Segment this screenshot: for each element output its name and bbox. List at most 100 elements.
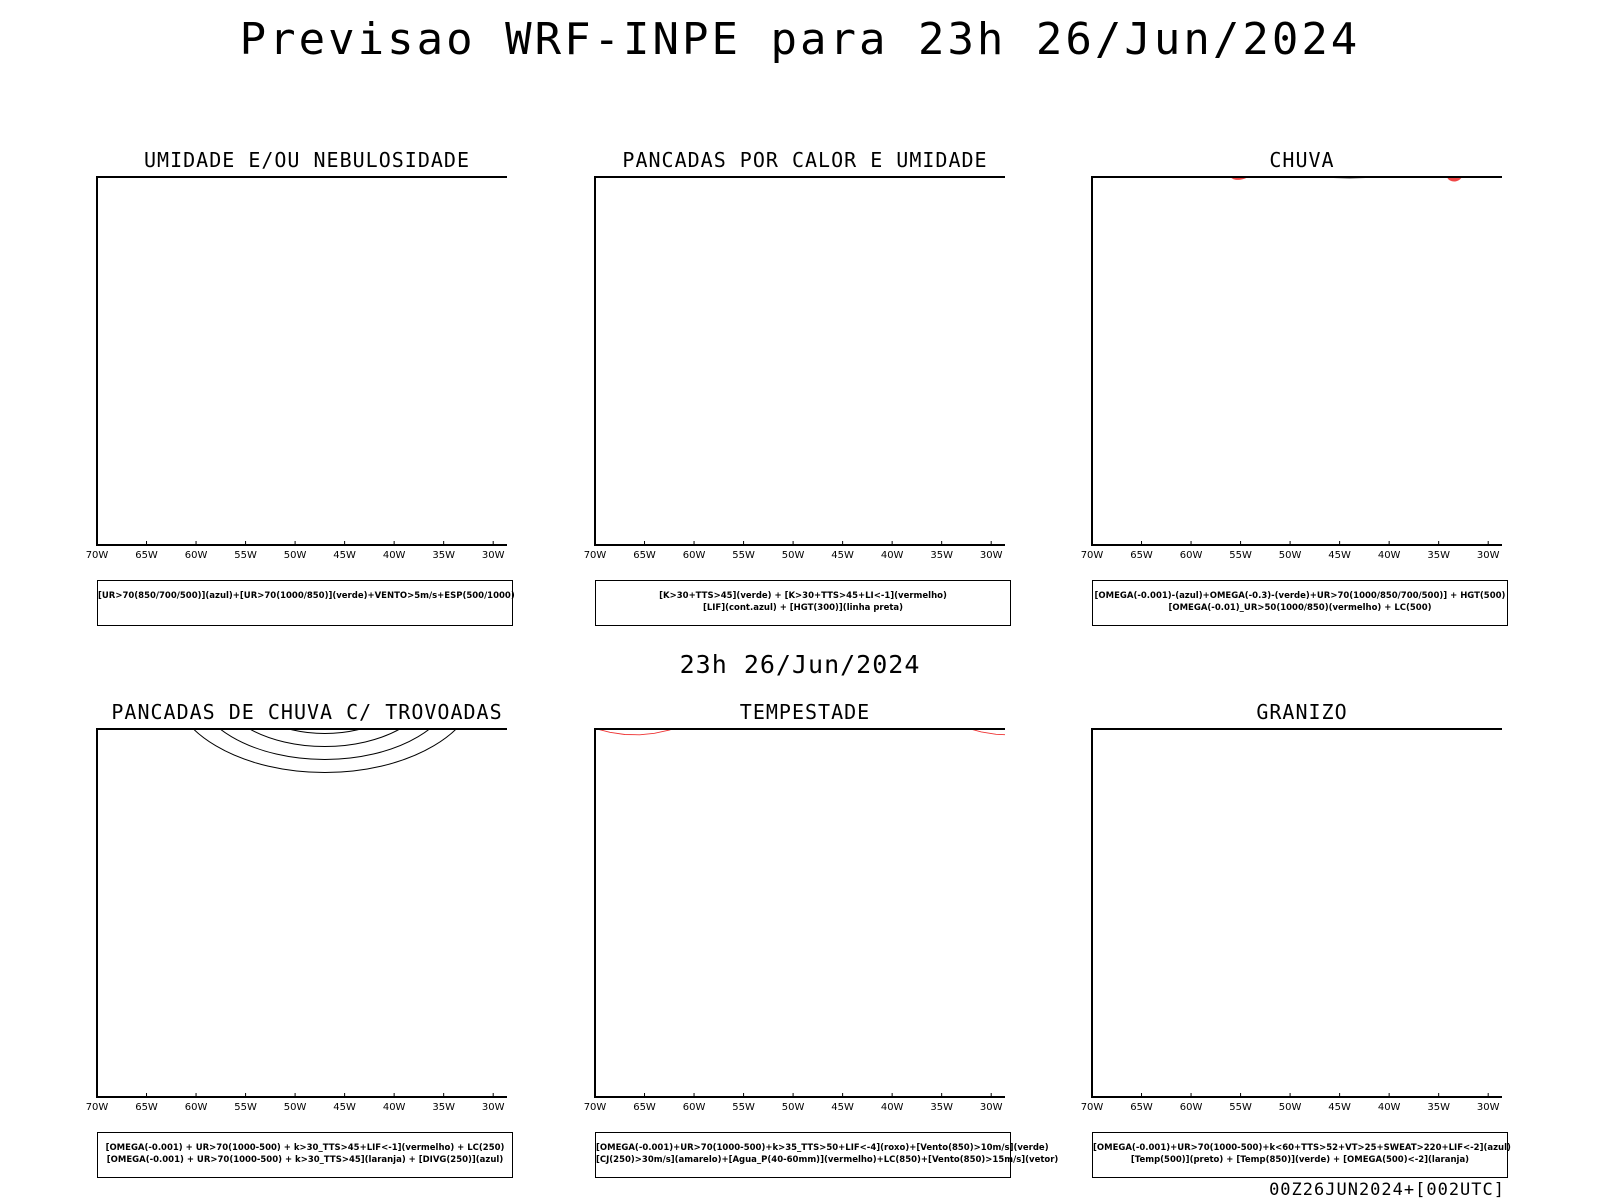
lon-tick-label: 40W [383,550,406,561]
lon-tick-label: 60W [683,550,706,561]
legend-line: [Temp(500)](preto) + [Temp(850)](verde) … [1130,1155,1470,1165]
lon-tick-label: 40W [881,1102,904,1113]
plot-border [594,176,1005,546]
legend-box: [UR>70(850/700/500)](azul)+[UR>70(1000/8… [97,580,515,626]
legend-line: [OMEGA(-0.01)_UR>50(1000/850)(vermelho) … [1168,603,1432,613]
lon-tick-label: 70W [1081,550,1104,561]
lon-tick-label: 65W [1130,550,1153,561]
lon-tick-label: 35W [432,1102,455,1113]
contour-line [595,729,1005,736]
lon-tick-label: 60W [1180,1102,1203,1113]
map-trovoadas: 12S15S18S21S24S27S30S33S36S39S42S70W65W6… [86,728,507,1113]
lon-tick-label: 50W [782,1102,805,1113]
lon-tick-label: 30W [1477,1102,1500,1113]
map-granizo: 69121215151818212131512S15S18S21S24S27S3… [1081,728,1502,1113]
plot-area [595,729,1005,736]
map-frame: 12S15S18S21S24S27S30S33S36S39S42S70W65W6… [86,541,505,561]
mid-date: 23h 26/Jun/2024 [679,650,921,679]
panel-title: TEMPESTADE [739,700,871,724]
lon-tick-label: 60W [185,550,208,561]
legend-line: [OMEGA(-0.001)+UR>70(1000-500)+k>35_TTS>… [596,1143,1049,1153]
streamline [248,729,401,747]
legend-line: [UR>70(850/700/500)](azul)+[UR>70(1000/8… [98,591,515,601]
lon-tick-label: 70W [584,550,607,561]
map-chuva: 5885855825795765735705675645615585555525… [1081,176,1502,561]
lon-tick-label: 45W [333,550,356,561]
lon-tick-label: 40W [881,550,904,561]
lon-tick-label: 50W [284,550,307,561]
plot-border [1091,176,1502,546]
legend-box: [K>30+TTS>45](verde) + [K>30+TTS>45+LI<-… [595,580,1011,626]
panel-title: PANCADAS DE CHUVA C/ TROVOADAS [111,700,503,724]
legend-box: [OMEGA(-0.001)+UR>70(1000-500)+k<60+TTS>… [1092,1132,1511,1178]
lon-tick-label: 50W [1279,1102,1302,1113]
legend-box: [OMEGA(-0.001)-(azul)+OMEGA(-0.3)-(verde… [1092,580,1508,626]
lon-tick-label: 30W [482,550,505,561]
lon-tick-label: 50W [1279,550,1302,561]
rain-red-cells [1229,177,1463,182]
panel-trovoadas: PANCADAS DE CHUVA C/ TROVOADAS 12S15S18S… [37,700,513,1180]
lon-tick-label: 60W [683,1102,706,1113]
lon-tick-label: 35W [432,550,455,561]
panel-title: CHUVA [1269,148,1335,172]
lon-tick-label: 35W [1427,1102,1450,1113]
lon-tick-label: 45W [831,1102,854,1113]
plot-border [594,728,1005,1098]
lon-tick-label: 70W [86,550,109,561]
lon-tick-label: 60W [1180,550,1203,561]
legend-box: [OMEGA(-0.001) + UR>70(1000-500) + k>30_… [97,1132,513,1178]
lon-tick-label: 35W [930,1102,953,1113]
streamline [287,729,363,735]
lon-tick-label: 55W [732,550,755,561]
lon-tick-label: 40W [1378,550,1401,561]
lon-tick-label: 70W [584,1102,607,1113]
map-frame: 12S15S18S21S24S27S30S33S36S39S42S70W65W6… [86,1093,505,1113]
lon-tick-label: 65W [135,1102,158,1113]
lon-tick-label: 55W [1229,550,1252,561]
legend-line: [OMEGA(-0.001) + UR>70(1000-500) + k>30_… [106,1155,504,1165]
panel-tempestade: TEMPESTADE 12S15S18S21S24S27S30S33S36S39… [535,700,1058,1180]
lon-tick-label: 35W [930,550,953,561]
lc250-streamlines [192,729,457,773]
map-umidade: 1016102010201020102010161020102410241024… [86,176,507,561]
legend-line: [OMEGA(-0.001)-(azul)+OMEGA(-0.3)-(verde… [1094,591,1506,601]
panel-title: GRANIZO [1256,700,1348,724]
run-timestamp: 00Z26JUN2024+[002UTC] [1269,1180,1505,1200]
panel-granizo: GRANIZO 69121215151818212131512S15S18S21… [1032,700,1511,1180]
lon-tick-label: 30W [980,1102,1003,1113]
plot-border [96,728,507,1098]
lc850-streamlines [595,729,1005,736]
legend-line: [CJ(250)>30m/s](amarelo)+[Agua_P(40-60mm… [596,1155,1059,1165]
panel-chuva: CHUVA 5885855825795765735705675645615585… [1032,148,1508,628]
legend-line: [OMEGA(-0.001)+UR>70(1000-500)+k<60+TTS>… [1093,1143,1511,1153]
lon-tick-label: 60W [185,1102,208,1113]
lon-tick-label: 65W [633,1102,656,1113]
lon-tick-label: 65W [633,550,656,561]
legend-line: [OMEGA(-0.001) + UR>70(1000-500) + k>30_… [105,1143,505,1153]
lon-tick-label: 70W [1081,1102,1104,1113]
lon-tick-label: 40W [383,1102,406,1113]
lon-tick-label: 40W [1378,1102,1401,1113]
lon-tick-label: 55W [234,1102,257,1113]
panel-title: PANCADAS POR CALOR E UMIDADE [622,148,988,172]
map-tempestade: 12S15S18S21S24S27S30S33S36S39S42S70W65W6… [584,728,1005,1113]
legend-box: [OMEGA(-0.001)+UR>70(1000-500)+k>35_TTS>… [595,1132,1059,1178]
legend-line: [K>30+TTS>45](verde) + [K>30+TTS>45+LI<-… [659,591,947,601]
lon-tick-label: 65W [135,550,158,561]
field-blob [1446,177,1463,182]
lon-tick-label: 55W [732,1102,755,1113]
map-pancadas-calor: 9680968096809600960095209520944094409360… [584,176,1005,561]
map-frame: 12S15S18S21S24S27S30S33S36S39S42S70W65W6… [584,1093,1003,1113]
panel-umidade: UMIDADE E/OU NEBULOSIDADE 10161020102010… [37,148,515,628]
map-frame: 12S15S18S21S24S27S30S33S36S39S42S70W65W6… [1081,1093,1500,1113]
lon-tick-label: 50W [284,1102,307,1113]
main-title: Previsao WRF-INPE para 23h 26/Jun/2024 [239,14,1361,65]
lon-tick-label: 35W [1427,550,1450,561]
lon-tick-label: 30W [1477,550,1500,561]
map-frame: 12S15S18S21S24S27S30S33S36S39S42S70W65W6… [1081,541,1500,561]
lon-tick-label: 55W [234,550,257,561]
lon-tick-label: 45W [831,550,854,561]
lon-tick-label: 45W [1328,550,1351,561]
streamline [219,729,431,760]
panel-title: UMIDADE E/OU NEBULOSIDADE [143,148,471,172]
